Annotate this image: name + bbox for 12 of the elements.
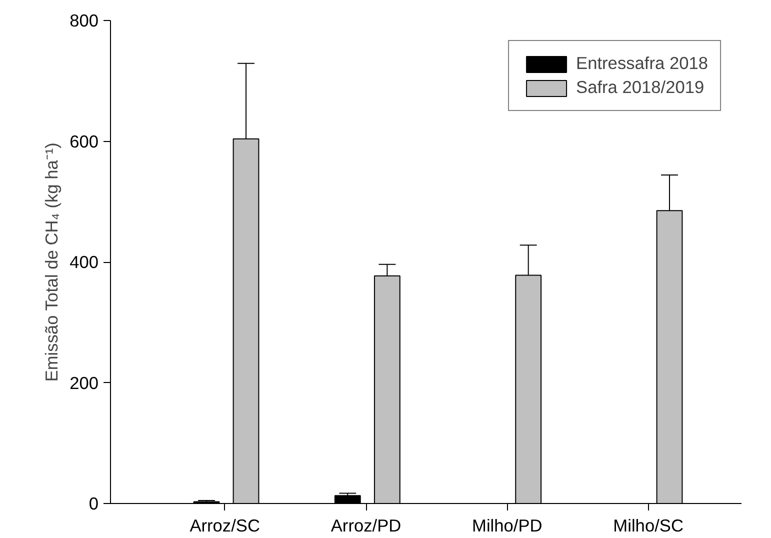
x-tick-label: Milho/PD	[472, 516, 542, 536]
y-tick-label: 0	[88, 494, 99, 514]
y-tick-label: 600	[70, 131, 99, 152]
legend-label: Safra 2018/2019	[576, 77, 704, 98]
y-tick-label: 400	[70, 252, 99, 272]
x-tick-label: Arroz/SC	[190, 516, 260, 536]
x-tick-label: Arroz/PD	[330, 516, 402, 536]
y-tick-label: 800	[70, 10, 99, 30]
y-tick-label: 200	[70, 372, 99, 393]
legend-label: Entressafra 2018	[576, 53, 708, 74]
x-tick-label: Milho/SC	[613, 516, 684, 536]
y-axis-title: Emissão Total de CH₄ (kg ha⁻¹)	[42, 142, 62, 382]
